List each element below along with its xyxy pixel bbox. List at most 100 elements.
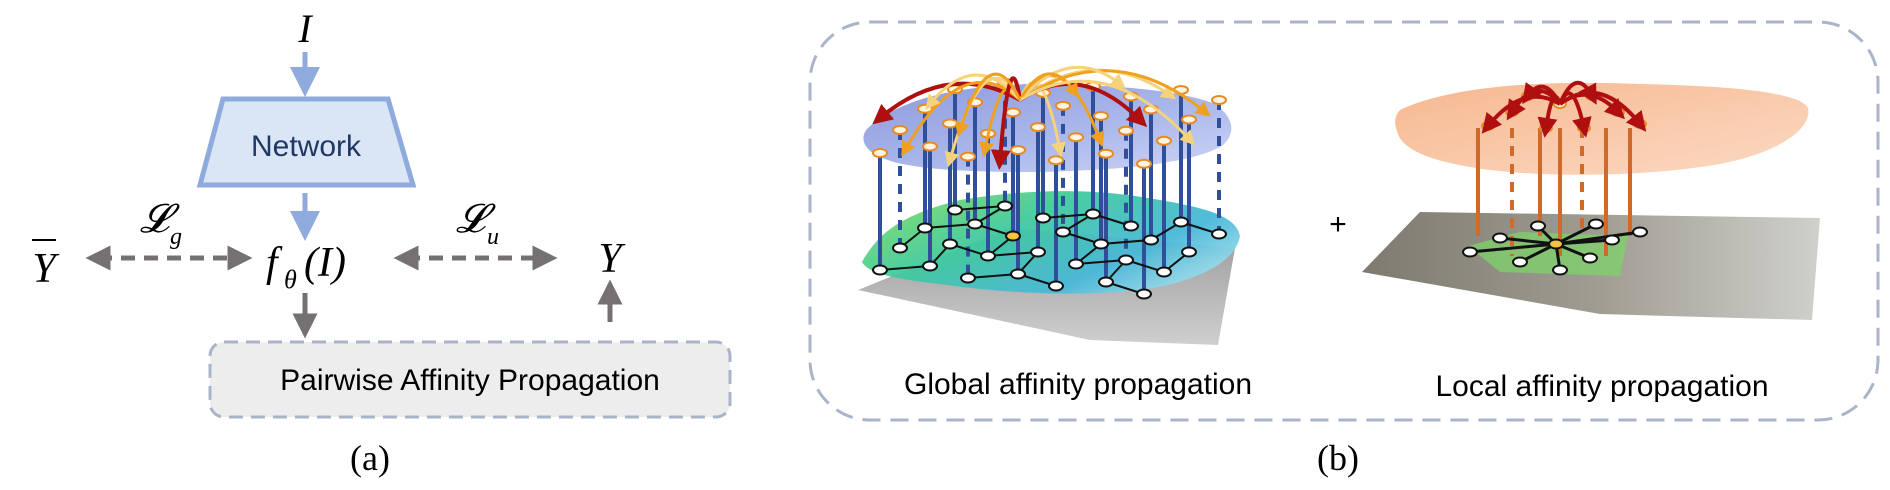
loss-g-symbol: 𝓛 g [140, 196, 182, 250]
local-graph-node [1582, 252, 1598, 264]
global-top-node [1118, 125, 1134, 136]
global-top-node [1055, 100, 1071, 111]
local-graph-edge [1555, 230, 1641, 246]
local-graph-edge [1469, 242, 1557, 254]
global-graph-node [1048, 280, 1064, 292]
local-arcs [1481, 81, 1647, 138]
global-graph-node [917, 222, 933, 234]
global-graph-node [1118, 254, 1134, 266]
ybar-symbol: Y [32, 239, 60, 292]
global-graph-node [1143, 234, 1159, 246]
global-graph-node [1093, 238, 1109, 250]
global-graph-node [980, 250, 996, 262]
global-graph-edge [987, 251, 1039, 257]
global-top-node [1136, 158, 1152, 169]
global-top-node [1030, 122, 1046, 133]
global-graph-edge [967, 273, 1019, 279]
global-top-node [872, 148, 888, 158]
global-affinity-arc [1018, 72, 1080, 101]
global-top-node [1093, 110, 1109, 121]
loss-g-subscript: g [170, 224, 182, 250]
global-graph-node [960, 272, 976, 284]
local-affinity-arc [1558, 91, 1592, 138]
caption-a: (a) [350, 438, 390, 478]
local-graph-node [1632, 226, 1648, 238]
global-affinity-label: Global affinity propagation [904, 368, 1252, 401]
global-top-node [1068, 132, 1084, 143]
global-graph [872, 200, 1227, 300]
global-top-node [892, 125, 908, 135]
plus-sign: + [1329, 208, 1347, 241]
network-label: Network [251, 130, 362, 163]
global-arcs [872, 65, 1211, 170]
f-argument: (I) [304, 240, 346, 286]
global-graph-node [1035, 212, 1051, 224]
global-graph-node [1068, 258, 1084, 270]
local-affinity-label: Local affinity propagation [1435, 370, 1768, 403]
global-graph-edge [954, 205, 1006, 211]
global-top-node [1181, 114, 1197, 125]
f-theta-symbol: f θ (I) [266, 240, 346, 294]
global-graph-node [1010, 268, 1026, 280]
global-segmentation-plane [862, 191, 1240, 294]
ybar-letter: Y [32, 246, 60, 292]
local-graph-edge [1555, 222, 1597, 246]
global-graph-node [1005, 230, 1021, 242]
global-graph-edge [879, 265, 931, 271]
panel-b: + Global affinity propagation Local affi… [808, 20, 1880, 478]
loss-u-subscript: u [487, 224, 499, 250]
global-top-node [1010, 145, 1026, 156]
local-graph-node [1588, 218, 1604, 230]
global-top-node [960, 151, 976, 162]
local-feature-cloud [1395, 82, 1809, 175]
local-graph-node [1512, 256, 1528, 268]
global-graph-edge [1075, 259, 1127, 265]
local-affinity-arc [1558, 90, 1647, 132]
global-graph-node [1181, 246, 1197, 258]
propagation-block [208, 340, 732, 419]
global-top-node [1211, 95, 1227, 106]
global-graph-edge [1100, 239, 1152, 245]
local-graph-node [1552, 264, 1568, 276]
global-affinity-illustration [858, 65, 1240, 345]
global-graph-node [1030, 246, 1046, 258]
caption-b: (b) [1317, 438, 1359, 478]
global-graph-node [1098, 276, 1114, 288]
global-graph-node [872, 264, 888, 276]
local-affinity-illustration [1362, 81, 1820, 320]
local-graph [1462, 218, 1648, 276]
propagation-label: Pairwise Affinity Propagation [280, 364, 660, 397]
global-graph-edge [924, 223, 976, 229]
global-graph-node [1085, 208, 1101, 220]
loss-u-symbol: 𝓛 u [456, 196, 499, 250]
global-graph-node [1156, 266, 1172, 278]
local-graph-node [1530, 220, 1546, 232]
panel-a: I Network Y 𝓛 g f θ (I) 𝓛 u Y [32, 6, 732, 478]
global-graph-node [947, 204, 963, 216]
f-letter: f [266, 240, 283, 286]
y-symbol: Y [598, 236, 626, 282]
global-graph-node [942, 238, 958, 250]
global-graph-node [892, 242, 908, 254]
global-affinity-arc [1019, 69, 1211, 117]
global-top-node [1156, 135, 1172, 146]
global-top-node [1048, 155, 1064, 166]
global-graph-node [1055, 226, 1071, 238]
local-graph-node [1462, 246, 1478, 258]
global-affinity-arc [1019, 79, 1196, 146]
global-graph-node [967, 218, 983, 230]
local-graph-node [1492, 232, 1508, 244]
global-graph-edge [1042, 213, 1094, 219]
global-graph-node [1173, 216, 1189, 228]
input-symbol: I [297, 6, 313, 51]
global-graph-node [922, 260, 938, 272]
global-top-node [1098, 148, 1114, 159]
global-affinity-arc [1018, 65, 1126, 101]
local-graph-node [1604, 234, 1620, 246]
local-affinity-arc [1537, 95, 1562, 138]
global-graph-node [1136, 288, 1152, 300]
global-pillars [878, 82, 1221, 294]
global-affinity-arc [955, 72, 1022, 138]
global-graph-node [997, 200, 1013, 212]
